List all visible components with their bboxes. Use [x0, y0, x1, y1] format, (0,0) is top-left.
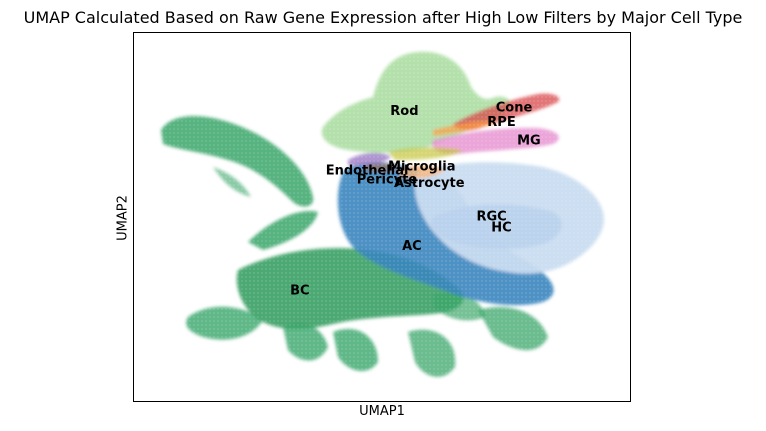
axes-frame	[133, 32, 631, 402]
cluster-label-rod: Rod	[390, 104, 418, 119]
cluster-label-ac: AC	[402, 239, 422, 254]
chart-title: UMAP Calculated Based on Raw Gene Expres…	[23, 8, 743, 27]
cluster-label-bc: BC	[290, 284, 309, 299]
cluster-label-mg: MG	[517, 134, 541, 149]
cluster-label-astrocyte: Astrocyte	[394, 176, 465, 191]
cluster-label-rgc: RGC	[476, 210, 506, 225]
cluster-label-cone: Cone	[496, 100, 533, 115]
cluster-label-rpe: RPE	[487, 115, 515, 130]
cluster-label-microglia: Microglia	[388, 160, 455, 175]
cluster-label-endothelial: Endothelial	[326, 163, 409, 178]
point-speckle-overlay	[133, 32, 631, 402]
cluster-label-hc: HC	[491, 221, 511, 236]
x-axis-label: UMAP1	[359, 404, 405, 419]
cluster-label-pericyte: Pericyte	[357, 173, 418, 188]
y-axis-label: UMAP2	[115, 195, 131, 241]
